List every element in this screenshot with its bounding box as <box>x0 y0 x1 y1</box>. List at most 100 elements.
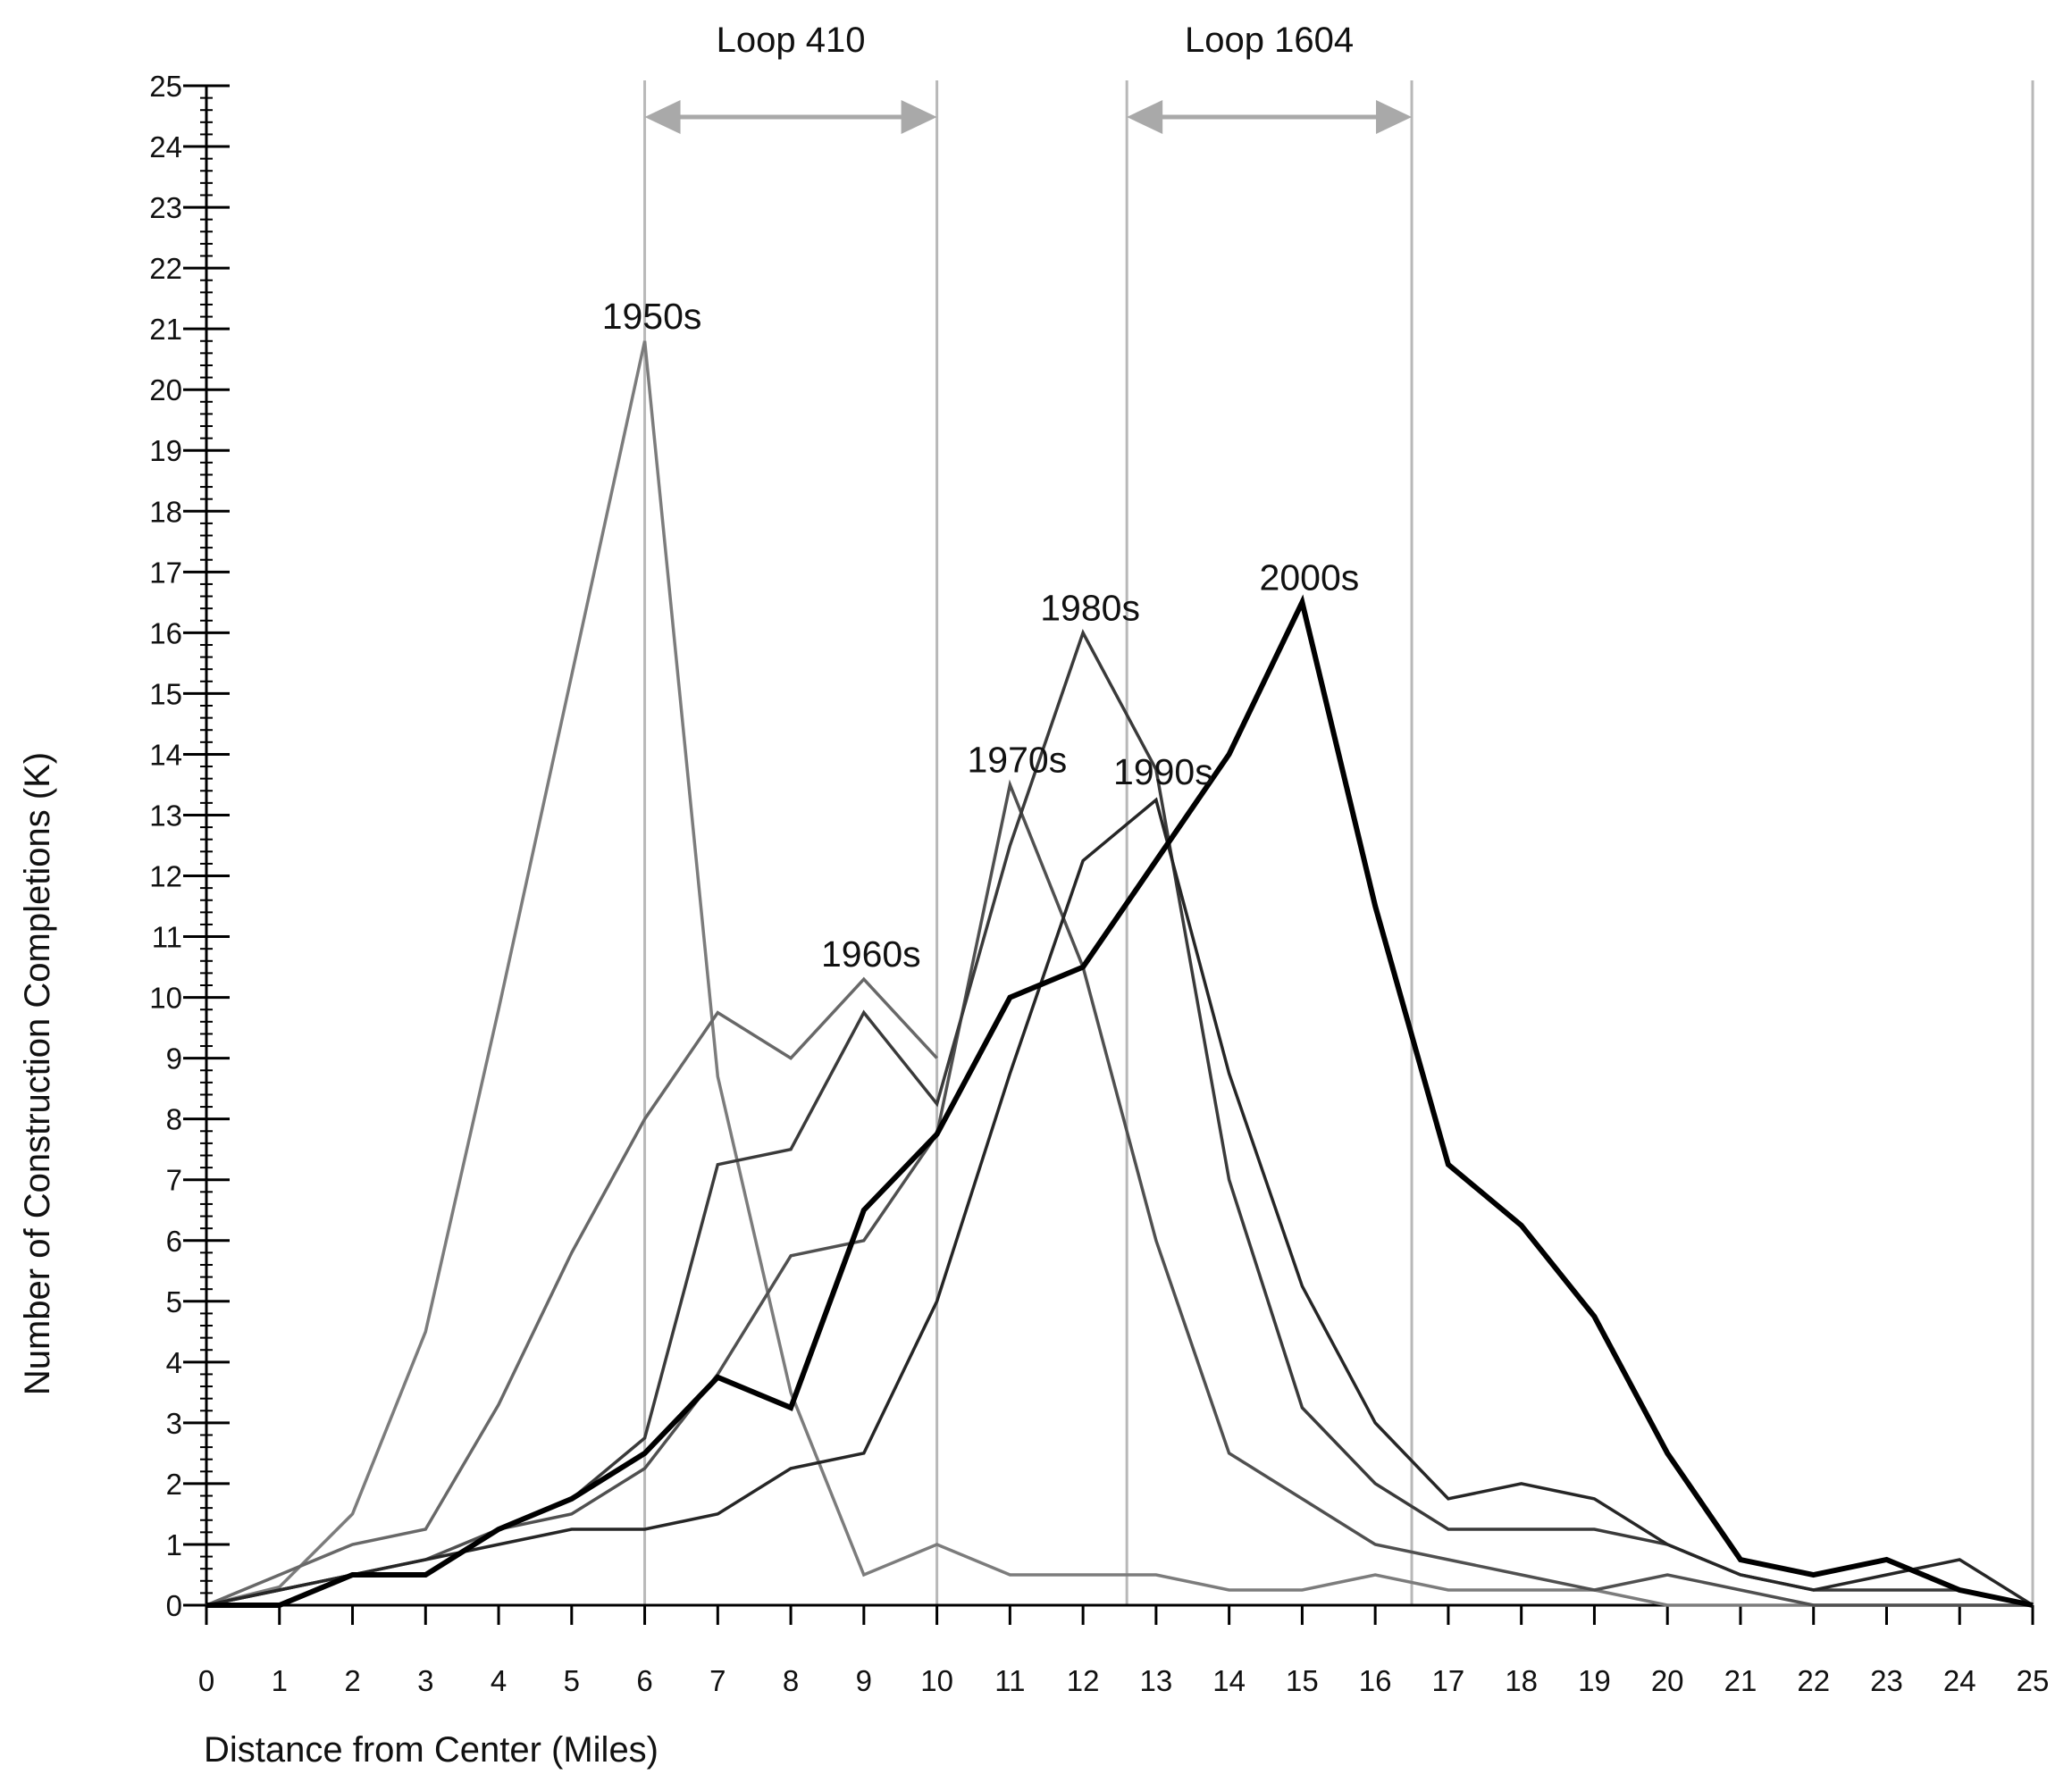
data-point-2000s <box>2031 1603 2034 1607</box>
data-point-1970s <box>1884 1603 1888 1607</box>
data-point-1950s <box>935 1543 939 1546</box>
reference-lines <box>643 80 2034 1605</box>
data-point-1990s <box>1447 1497 1450 1501</box>
x-tick-label: 1 <box>272 1664 288 1697</box>
data-point-1970s <box>789 1254 793 1258</box>
data-point-1980s <box>1447 1527 1450 1531</box>
series-line-1960s <box>206 976 938 1607</box>
series-1990s <box>206 797 2034 1607</box>
x-axis-title: Distance from Center (Miles) <box>204 1730 659 1770</box>
data-point-1980s <box>643 1436 647 1440</box>
data-point-1990s <box>862 1452 866 1455</box>
data-point-1990s <box>643 1527 647 1531</box>
y-tick-label: 23 <box>149 191 182 224</box>
x-tick-label: 23 <box>1870 1664 1903 1697</box>
x-tick-label: 5 <box>564 1664 580 1697</box>
data-point-2000s <box>205 1603 208 1607</box>
y-tick-label: 17 <box>149 556 182 589</box>
data-point-1950s <box>1081 1573 1085 1577</box>
data-point-1950s <box>1520 1588 1523 1592</box>
data-point-1990s <box>1008 1072 1011 1075</box>
data-point-1990s <box>1958 1558 1961 1561</box>
y-tick-label: 12 <box>149 860 182 893</box>
data-point-1950s <box>1154 1573 1158 1577</box>
data-point-2000s <box>643 1452 647 1455</box>
x-tick-label: 6 <box>636 1664 652 1697</box>
data-point-1960s <box>497 1402 500 1406</box>
data-point-1970s <box>1228 1452 1231 1455</box>
data-point-1970s <box>1592 1588 1596 1592</box>
x-tick-label: 15 <box>1286 1664 1319 1697</box>
data-point-1970s <box>1739 1588 1742 1592</box>
loop-arrow-left-head <box>1127 100 1163 134</box>
y-tick-label: 6 <box>166 1225 182 1258</box>
x-tick-label: 17 <box>1432 1664 1465 1697</box>
x-tick-label: 8 <box>783 1664 799 1697</box>
series-lines <box>205 339 2034 1608</box>
data-point-1970s <box>1958 1603 1961 1607</box>
series-label-1950s: 1950s <box>602 296 702 337</box>
data-point-1990s <box>1520 1482 1523 1486</box>
data-point-2000s <box>1739 1558 1742 1561</box>
series-line-1970s <box>206 779 2033 1607</box>
data-point-2000s <box>1081 966 1085 969</box>
data-point-1950s <box>643 339 647 343</box>
loop-arrow-right-head <box>1376 100 1413 134</box>
data-point-2000s <box>570 1497 574 1501</box>
series-1960s <box>206 976 938 1607</box>
data-point-1960s <box>862 977 866 981</box>
data-point-1950s <box>570 674 574 677</box>
data-point-1990s <box>935 1300 939 1303</box>
y-axis-title: Number of Construction Completions (K) <box>18 752 57 1395</box>
data-point-1980s <box>716 1163 719 1167</box>
series-label-1990s: 1990s <box>1113 751 1213 792</box>
data-point-1990s <box>1081 859 1085 863</box>
series-line-2000s <box>206 594 2034 1608</box>
data-point-1970s <box>1373 1543 1377 1546</box>
data-point-1990s <box>716 1512 719 1516</box>
x-tick-label: 3 <box>417 1664 433 1697</box>
data-point-1960s <box>643 1117 647 1121</box>
data-point-1980s <box>1300 1406 1304 1410</box>
x-tick-label: 20 <box>1651 1664 1684 1697</box>
data-point-2000s <box>1300 600 1304 604</box>
data-point-2000s <box>789 1406 793 1410</box>
loop-annotation-0: Loop 410 <box>644 21 937 134</box>
data-point-2000s <box>1154 859 1158 863</box>
data-point-1970s <box>1154 1239 1158 1243</box>
data-point-2000s <box>1665 1452 1669 1455</box>
data-point-1970s <box>1812 1603 1816 1607</box>
data-point-2000s <box>1008 996 1011 1000</box>
data-point-1960s <box>351 1543 355 1546</box>
data-point-1980s <box>1228 1178 1231 1182</box>
y-tick-label: 22 <box>149 252 182 285</box>
data-point-1960s <box>278 1573 281 1577</box>
data-point-1970s <box>1520 1573 1523 1577</box>
data-point-2000s <box>1958 1588 1961 1592</box>
data-point-1980s <box>789 1148 793 1151</box>
data-point-1970s <box>570 1512 574 1516</box>
data-point-1990s <box>1228 1072 1231 1075</box>
x-tick-label: 4 <box>491 1664 507 1697</box>
x-tick-label: 14 <box>1212 1664 1246 1697</box>
y-tick-label: 13 <box>149 799 182 832</box>
series-label-1960s: 1960s <box>821 933 921 975</box>
data-point-1980s <box>862 1011 866 1015</box>
series-label-2000s: 2000s <box>1260 557 1360 598</box>
y-tick-label: 7 <box>166 1164 182 1197</box>
data-point-2000s <box>497 1527 500 1531</box>
data-point-1990s <box>1300 1285 1304 1288</box>
loop-annotations: Loop 410 Loop 1604 <box>644 21 1413 134</box>
data-point-1980s <box>1520 1527 1523 1531</box>
x-tick-label: 22 <box>1797 1664 1830 1697</box>
x-tick-label: 7 <box>709 1664 726 1697</box>
data-point-1990s <box>1592 1497 1596 1501</box>
data-point-1980s <box>1081 631 1085 634</box>
y-tick-label: 8 <box>166 1103 182 1136</box>
data-point-1990s <box>789 1467 793 1470</box>
loop-label: Loop 410 <box>717 21 866 60</box>
x-tick-label: 18 <box>1505 1664 1538 1697</box>
y-tick-label: 5 <box>166 1285 182 1318</box>
data-point-1950s <box>1373 1573 1377 1577</box>
x-tick-label: 9 <box>856 1664 872 1697</box>
